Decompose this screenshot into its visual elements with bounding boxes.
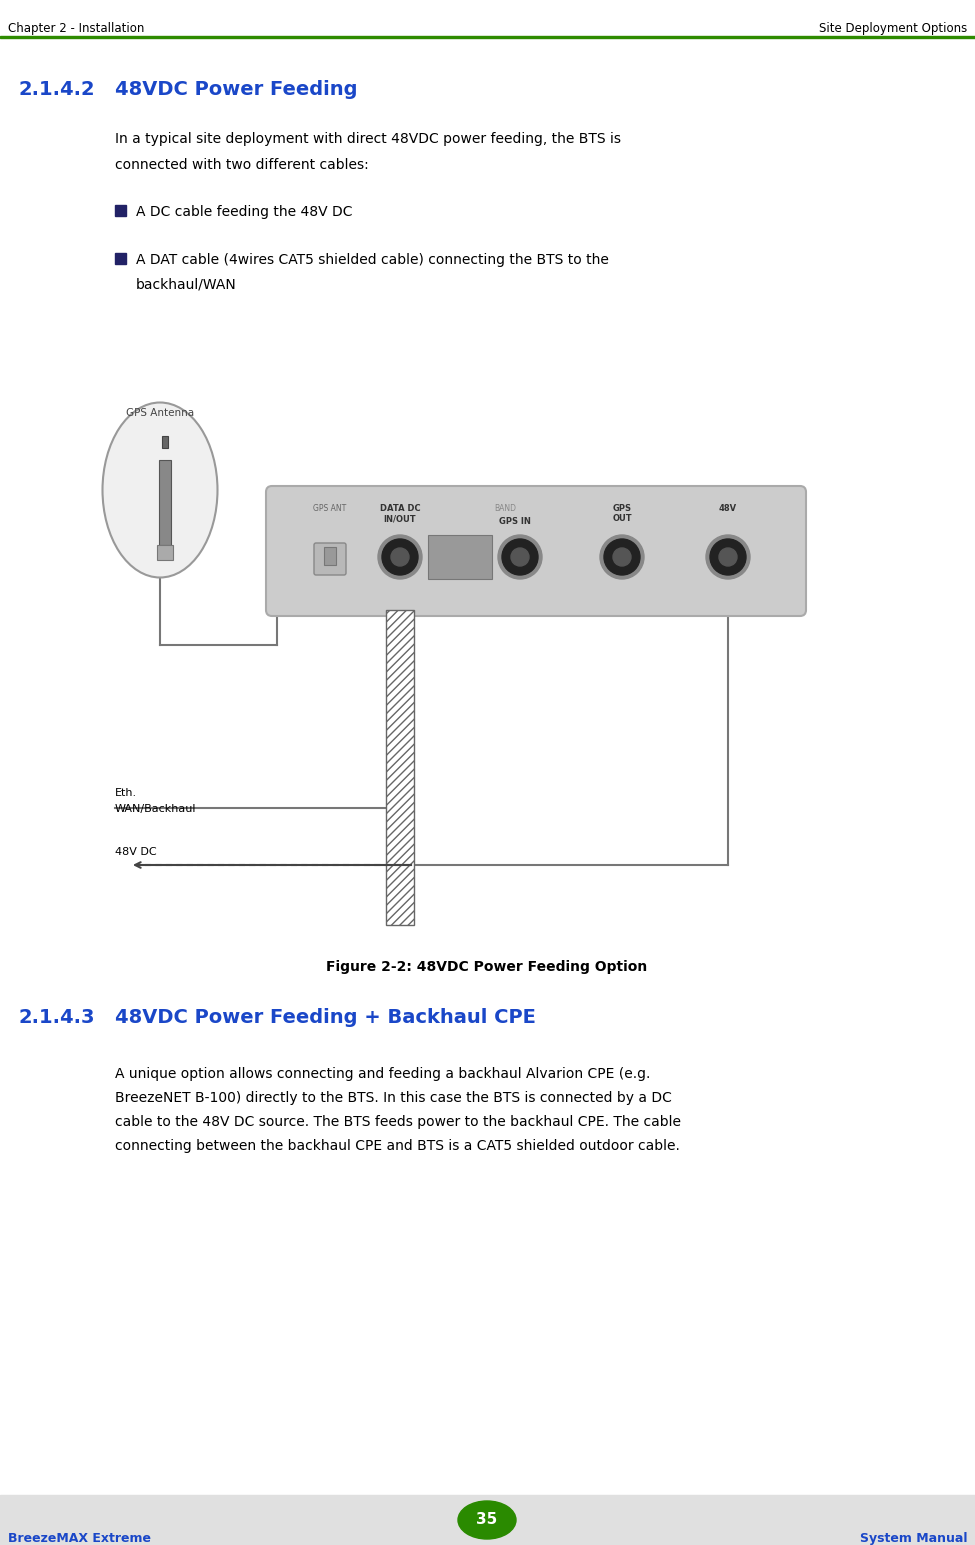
Ellipse shape (102, 403, 217, 578)
Text: 2.1.4.2: 2.1.4.2 (18, 80, 95, 99)
Bar (324, 547, 336, 565)
Text: Figure 2-2: 48VDC Power Feeding Option: Figure 2-2: 48VDC Power Feeding Option (327, 959, 647, 973)
Text: BAND: BAND (494, 504, 516, 513)
Bar (157, 545, 173, 559)
Text: Eth.: Eth. (115, 788, 137, 799)
Text: connected with two different cables:: connected with two different cables: (115, 158, 369, 171)
Bar (159, 460, 171, 545)
Circle shape (391, 548, 409, 565)
Bar (162, 436, 168, 448)
Text: 48V: 48V (719, 504, 737, 513)
Text: System Manual: System Manual (860, 1533, 967, 1545)
Text: GPS
OUT: GPS OUT (612, 504, 632, 524)
Text: BreezeNET B-100) directly to the BTS. In this case the BTS is connected by a DC: BreezeNET B-100) directly to the BTS. In… (115, 1091, 672, 1105)
Circle shape (378, 535, 422, 579)
Bar (428, 535, 492, 579)
Bar (386, 610, 414, 925)
Text: GPS  ETH: GPS ETH (448, 552, 471, 556)
Text: GPS IN: GPS IN (499, 518, 531, 525)
Text: A unique option allows connecting and feeding a backhaul Alvarion CPE (e.g.: A unique option allows connecting and fe… (115, 1068, 650, 1082)
Circle shape (382, 539, 418, 575)
Text: 1PPS    PWR: 1PPS PWR (446, 562, 475, 569)
Text: Chapter 2 - Installation: Chapter 2 - Installation (8, 22, 144, 36)
Bar (115, 253, 126, 264)
Bar (0, 1496, 975, 1545)
Text: GPS Antenna: GPS Antenna (126, 408, 194, 419)
Circle shape (710, 539, 746, 575)
Text: BreezeMAX Extreme: BreezeMAX Extreme (8, 1533, 151, 1545)
FancyBboxPatch shape (314, 542, 346, 575)
Text: 48V DC: 48V DC (115, 847, 157, 857)
Text: Site Deployment Options: Site Deployment Options (819, 22, 967, 36)
Text: A DAT cable (4wires CAT5 shielded cable) connecting the BTS to the: A DAT cable (4wires CAT5 shielded cable)… (136, 253, 608, 267)
Circle shape (613, 548, 631, 565)
Text: GPS ANT: GPS ANT (313, 504, 347, 513)
Circle shape (706, 535, 750, 579)
Text: 48VDC Power Feeding + Backhaul CPE: 48VDC Power Feeding + Backhaul CPE (115, 1007, 536, 1027)
Ellipse shape (458, 1502, 516, 1539)
Text: ALNK  ALM: ALNK ALM (447, 539, 473, 544)
Circle shape (502, 539, 538, 575)
Text: In a typical site deployment with direct 48VDC power feeding, the BTS is: In a typical site deployment with direct… (115, 131, 621, 145)
Bar (115, 205, 126, 216)
Bar (0, 36, 975, 39)
Circle shape (604, 539, 640, 575)
Circle shape (498, 535, 542, 579)
Text: WAN/Backhaul: WAN/Backhaul (115, 803, 197, 814)
Text: 48VDC Power Feeding: 48VDC Power Feeding (115, 80, 358, 99)
FancyBboxPatch shape (266, 487, 806, 616)
Circle shape (719, 548, 737, 565)
Text: 2.1.4.3: 2.1.4.3 (18, 1007, 95, 1027)
Circle shape (600, 535, 644, 579)
Text: cable to the 48V DC source. The BTS feeds power to the backhaul CPE. The cable: cable to the 48V DC source. The BTS feed… (115, 1115, 681, 1129)
Text: 35: 35 (477, 1513, 497, 1528)
Text: A DC cable feeding the 48V DC: A DC cable feeding the 48V DC (136, 205, 353, 219)
Circle shape (511, 548, 529, 565)
Text: connecting between the backhaul CPE and BTS is a CAT5 shielded outdoor cable.: connecting between the backhaul CPE and … (115, 1139, 680, 1153)
Text: DATA DC
IN/OUT: DATA DC IN/OUT (379, 504, 420, 524)
Text: backhaul/WAN: backhaul/WAN (136, 277, 237, 290)
